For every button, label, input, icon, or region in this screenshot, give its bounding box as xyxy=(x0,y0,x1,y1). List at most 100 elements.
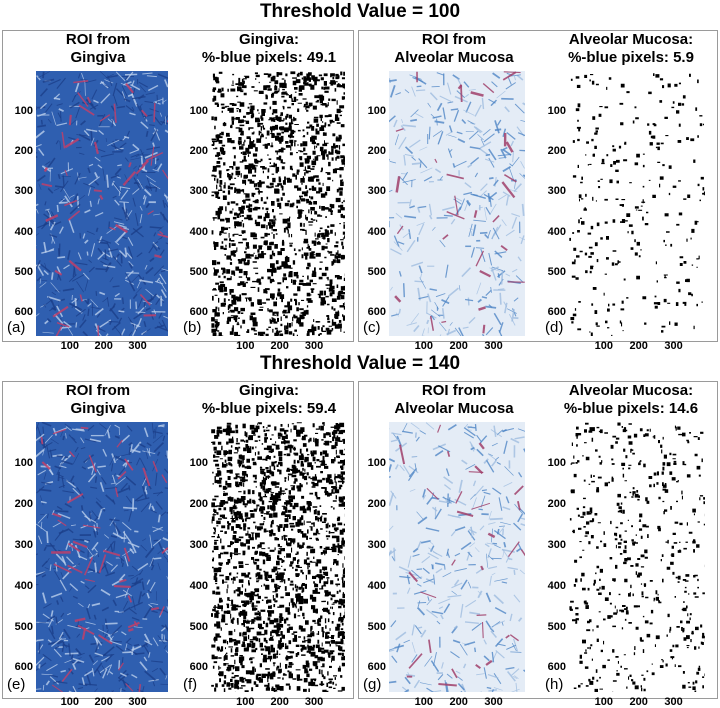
panel-a-title-line2: Gingiva xyxy=(23,49,173,67)
y-tick-label: 100 xyxy=(5,457,33,469)
y-tick-label: 200 xyxy=(358,498,386,510)
x-tick-label: 100 xyxy=(589,696,619,708)
panel-a-label: (a) xyxy=(7,320,25,336)
panel-texture xyxy=(36,422,168,692)
panel-h-title-line1: Alveolar Mucosa: xyxy=(545,382,717,400)
panel-h-label: (h) xyxy=(545,677,563,693)
panel-b-binary-image xyxy=(211,71,345,336)
y-tick-label: 500 xyxy=(180,266,208,278)
x-tick-label: 200 xyxy=(265,696,295,708)
panel-d-title-line1: Alveolar Mucosa: xyxy=(545,31,717,49)
x-tick-label: 200 xyxy=(89,696,119,708)
x-tick-label: 100 xyxy=(230,340,260,352)
x-tick-label: 100 xyxy=(409,340,439,352)
y-tick-label: 100 xyxy=(180,105,208,117)
y-tick-label: 100 xyxy=(5,105,33,117)
panel-g-title-line1: ROI from xyxy=(369,382,539,400)
panel-b-title-line1: Gingiva: xyxy=(185,31,353,49)
panel-texture xyxy=(389,422,525,692)
panel-h-binary-image xyxy=(569,422,705,692)
x-tick-label: 100 xyxy=(55,696,85,708)
y-tick-label: 100 xyxy=(358,105,386,117)
x-tick-label: 300 xyxy=(479,696,509,708)
x-tick-label: 100 xyxy=(55,340,85,352)
y-tick-label: 400 xyxy=(538,226,566,238)
x-tick-label: 200 xyxy=(444,340,474,352)
y-tick-label: 300 xyxy=(5,539,33,551)
panel-c: ROI from Alveolar Mucosa (c) 100 200 300 40… xyxy=(359,31,537,341)
panel-g-histology-image xyxy=(389,422,525,692)
panel-texture xyxy=(569,422,705,692)
panel-h-title-line2: %-blue pixels: 14.6 xyxy=(545,400,717,418)
y-tick-label: 400 xyxy=(538,580,566,592)
panel-c-label: (c) xyxy=(363,320,381,336)
mucosa-group-threshold-140: ROI from Alveolar Mucosa (g) 100 200 300 40… xyxy=(358,381,718,699)
y-tick-label: 200 xyxy=(5,498,33,510)
panel-texture xyxy=(211,71,345,336)
panel-f-title-line2: %-blue pixels: 59.4 xyxy=(185,400,353,418)
y-tick-label: 300 xyxy=(358,185,386,197)
y-tick-label: 300 xyxy=(538,185,566,197)
y-tick-label: 400 xyxy=(358,226,386,238)
threshold-title-140: Threshold Value = 140 xyxy=(0,353,720,375)
x-tick-label: 200 xyxy=(624,696,654,708)
y-tick-label: 600 xyxy=(538,306,566,318)
panel-d-label: (d) xyxy=(545,320,563,336)
panel-c-title-line2: Alveolar Mucosa xyxy=(369,49,539,67)
x-tick-label: 200 xyxy=(624,340,654,352)
y-tick-label: 500 xyxy=(358,266,386,278)
panel-f-title-line1: Gingiva: xyxy=(185,382,353,400)
x-tick-label: 200 xyxy=(89,340,119,352)
x-tick-label: 100 xyxy=(589,340,619,352)
panel-e-histology-image xyxy=(36,422,168,692)
x-tick-label: 300 xyxy=(659,696,689,708)
y-tick-label: 300 xyxy=(358,539,386,551)
panel-b: Gingiva: %-blue pixels: 49.1 (b) 100 200 3… xyxy=(179,31,355,341)
y-tick-label: 500 xyxy=(5,621,33,633)
panel-b-title-line2: %-blue pixels: 49.1 xyxy=(185,49,353,67)
panel-d-title-line2: %-blue pixels: 5.9 xyxy=(545,49,717,67)
panel-b-label: (b) xyxy=(183,320,201,336)
y-tick-label: 200 xyxy=(358,145,386,157)
y-tick-label: 400 xyxy=(5,580,33,592)
y-tick-label: 500 xyxy=(5,266,33,278)
x-tick-label: 200 xyxy=(265,340,295,352)
y-tick-label: 600 xyxy=(5,306,33,318)
y-tick-label: 500 xyxy=(538,266,566,278)
x-tick-label: 300 xyxy=(299,340,329,352)
y-tick-label: 400 xyxy=(358,580,386,592)
y-tick-label: 100 xyxy=(538,105,566,117)
panel-texture xyxy=(36,71,168,336)
y-tick-label: 300 xyxy=(180,185,208,197)
x-tick-label: 100 xyxy=(230,696,260,708)
y-tick-label: 600 xyxy=(180,306,208,318)
y-tick-label: 200 xyxy=(180,498,208,510)
x-tick-label: 300 xyxy=(479,340,509,352)
panel-g-label: (g) xyxy=(363,677,381,693)
panel-c-title-line1: ROI from xyxy=(369,31,539,49)
y-tick-label: 500 xyxy=(538,621,566,633)
y-tick-label: 400 xyxy=(5,226,33,238)
panel-a-title-line1: ROI from xyxy=(23,31,173,49)
panel-e-title-line2: Gingiva xyxy=(23,400,173,418)
panel-h: Alveolar Mucosa: %-blue pixels: 14.6 (h)… xyxy=(539,382,717,698)
panel-a-histology-image xyxy=(36,71,168,336)
x-tick-label: 100 xyxy=(409,696,439,708)
y-tick-label: 200 xyxy=(538,498,566,510)
y-tick-label: 200 xyxy=(180,145,208,157)
y-tick-label: 100 xyxy=(180,457,208,469)
x-tick-label: 300 xyxy=(299,696,329,708)
y-tick-label: 600 xyxy=(5,661,33,673)
threshold-title-100: Threshold Value = 100 xyxy=(0,1,720,23)
panel-d: Alveolar Mucosa: %-blue pixels: 5.9 (d) … xyxy=(539,31,717,341)
x-tick-label: 300 xyxy=(123,696,153,708)
y-tick-label: 300 xyxy=(5,185,33,197)
y-tick-label: 500 xyxy=(180,621,208,633)
panel-g-title-line2: Alveolar Mucosa xyxy=(369,400,539,418)
y-tick-label: 100 xyxy=(538,457,566,469)
y-tick-label: 300 xyxy=(538,539,566,551)
